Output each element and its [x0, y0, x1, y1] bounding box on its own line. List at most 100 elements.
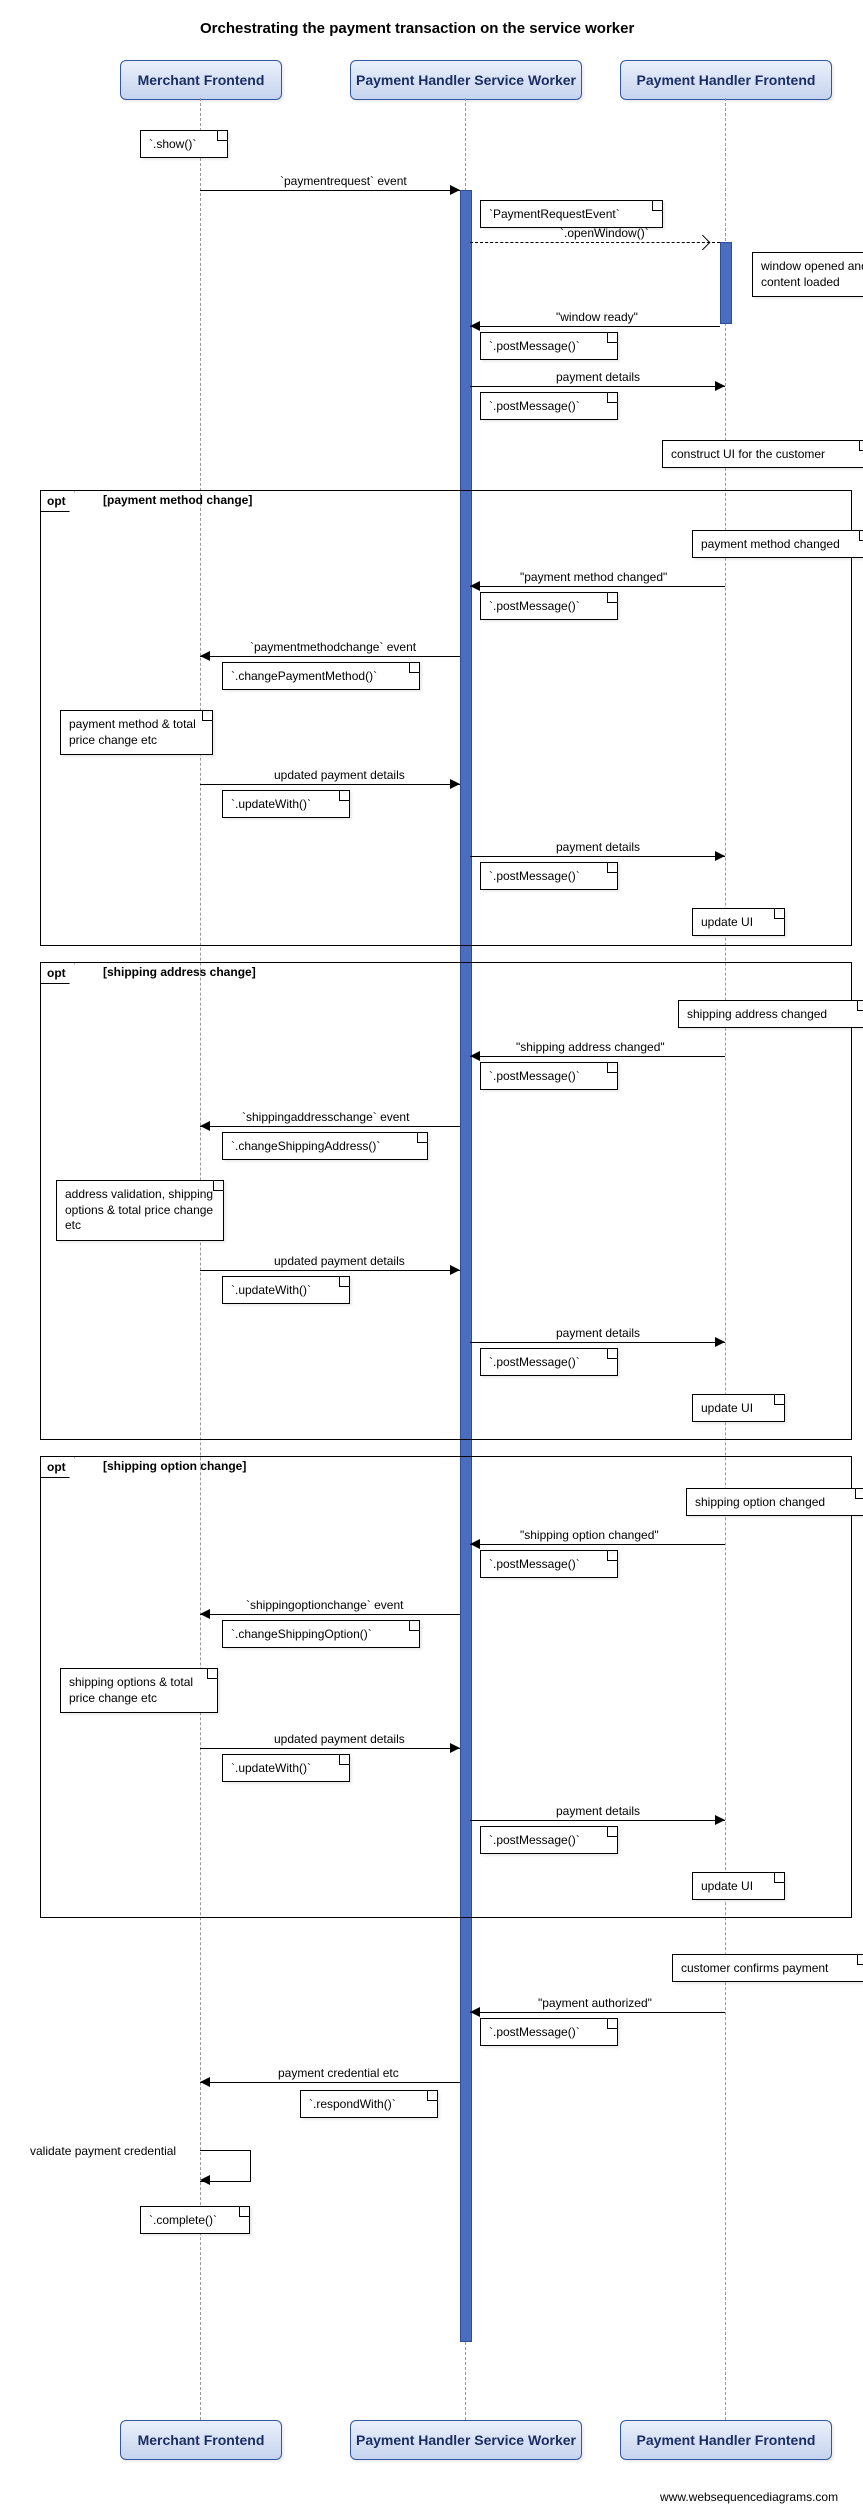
- message-line: [200, 1270, 460, 1271]
- arrowhead: [715, 851, 725, 861]
- message-line: [470, 586, 725, 587]
- message-line: [470, 242, 720, 243]
- note: window opened and content loaded: [752, 252, 863, 297]
- note: update UI: [692, 1872, 785, 1900]
- arrowhead: [470, 581, 480, 591]
- note: update UI: [692, 1394, 785, 1422]
- message-line: [470, 1342, 725, 1343]
- note: shipping option changed: [686, 1488, 863, 1516]
- message-line: [470, 326, 720, 327]
- note: `.postMessage()`: [480, 2018, 618, 2046]
- note: `.respondWith()`: [300, 2090, 438, 2118]
- note: `.updateWith()`: [222, 1754, 350, 1782]
- opt-guard: [shipping address change]: [103, 965, 256, 979]
- note: `.postMessage()`: [480, 332, 618, 360]
- message-label: "shipping address changed": [516, 1040, 665, 1054]
- footer-link[interactable]: www.websequencediagrams.com: [660, 2490, 838, 2504]
- message-label: `paymentmethodchange` event: [250, 640, 416, 654]
- note: payment method changed: [692, 530, 863, 558]
- actor-phfront-bottom: Payment Handler Frontend: [620, 2420, 832, 2460]
- message-label: updated payment details: [274, 768, 405, 782]
- message-line: [470, 1820, 725, 1821]
- arrowhead: [450, 1265, 460, 1275]
- note: `.postMessage()`: [480, 862, 618, 890]
- message-label: `shippingoptionchange` event: [246, 1598, 403, 1612]
- note: `.complete()`: [140, 2206, 250, 2234]
- note: `.postMessage()`: [480, 1826, 618, 1854]
- message-label: payment details: [556, 370, 640, 384]
- arrowhead: [450, 779, 460, 789]
- arrowhead: [200, 2077, 210, 2087]
- note: `.changePaymentMethod()`: [222, 662, 420, 690]
- arrowhead: [450, 185, 460, 195]
- message-label: "window ready": [556, 310, 638, 324]
- arrowhead: [470, 2007, 480, 2017]
- note: customer confirms payment: [672, 1954, 863, 1982]
- message-line: [470, 856, 725, 857]
- message-label: payment details: [556, 840, 640, 854]
- message-line: [200, 784, 460, 785]
- arrowhead: [470, 321, 480, 331]
- note: payment method & total price change etc: [60, 710, 213, 755]
- actor-merchant-bottom: Merchant Frontend: [120, 2420, 282, 2460]
- note: `.updateWith()`: [222, 790, 350, 818]
- message-line: [200, 1126, 460, 1127]
- message-line: [470, 1544, 725, 1545]
- message-label: payment details: [556, 1326, 640, 1340]
- message-line: [470, 386, 725, 387]
- opt-guard: [payment method change]: [103, 493, 252, 507]
- message-line: [200, 1614, 460, 1615]
- note: `.postMessage()`: [480, 1348, 618, 1376]
- message-label: "shipping option changed": [520, 1528, 659, 1542]
- note: update UI: [692, 908, 785, 936]
- arrowhead: [200, 1609, 210, 1619]
- note: `.postMessage()`: [480, 1062, 618, 1090]
- message-line: [200, 2082, 460, 2083]
- note: address validation, shipping options & t…: [56, 1180, 224, 1241]
- note: `.postMessage()`: [480, 392, 618, 420]
- opt-guard: [shipping option change]: [103, 1459, 246, 1473]
- message-label: `.openWindow()`: [560, 226, 649, 240]
- arrowhead: [200, 1121, 210, 1131]
- message-label: payment details: [556, 1804, 640, 1818]
- note: `.changeShippingAddress()`: [222, 1132, 428, 1160]
- actor-sw-bottom: Payment Handler Service Worker: [350, 2420, 582, 2460]
- note: shipping options & total price change et…: [60, 1668, 218, 1713]
- opt-tag: opt: [40, 962, 75, 984]
- arrowhead: [715, 381, 725, 391]
- opt-tag: opt: [40, 1456, 75, 1478]
- message-label: updated payment details: [274, 1254, 405, 1268]
- message-label: `paymentrequest` event: [280, 174, 407, 188]
- message-line: [200, 190, 460, 191]
- message-label: payment credential etc: [278, 2066, 399, 2080]
- arrowhead: [470, 1051, 480, 1061]
- message-label: validate payment credential: [30, 2144, 176, 2158]
- note: `PaymentRequestEvent`: [480, 200, 663, 228]
- opt-tag: opt: [40, 490, 75, 512]
- note: `.postMessage()`: [480, 592, 618, 620]
- note: `.updateWith()`: [222, 1276, 350, 1304]
- note: `.changeShippingOption()`: [222, 1620, 420, 1648]
- actor-merchant-top: Merchant Frontend: [120, 60, 282, 100]
- note: `.show()`: [140, 130, 228, 158]
- actor-sw-top: Payment Handler Service Worker: [350, 60, 582, 100]
- message-label: updated payment details: [274, 1732, 405, 1746]
- arrowhead: [200, 2175, 210, 2185]
- note: `.postMessage()`: [480, 1550, 618, 1578]
- note: construct UI for the customer: [662, 440, 863, 468]
- message-label: "payment method changed": [520, 570, 667, 584]
- diagram-title: Orchestrating the payment transaction on…: [200, 20, 634, 37]
- message-label: "payment authorized": [538, 1996, 652, 2010]
- message-line: [200, 1748, 460, 1749]
- message-line: [470, 2012, 725, 2013]
- arrowhead: [200, 651, 210, 661]
- note: shipping address changed: [678, 1000, 863, 1028]
- arrowhead: [715, 1815, 725, 1825]
- message-label: `shippingaddresschange` event: [242, 1110, 409, 1124]
- message-line: [200, 656, 460, 657]
- arrowhead: [715, 1337, 725, 1347]
- message-line: [470, 1056, 725, 1057]
- activation-1: [720, 242, 732, 324]
- arrowhead: [450, 1743, 460, 1753]
- arrowhead: [470, 1539, 480, 1549]
